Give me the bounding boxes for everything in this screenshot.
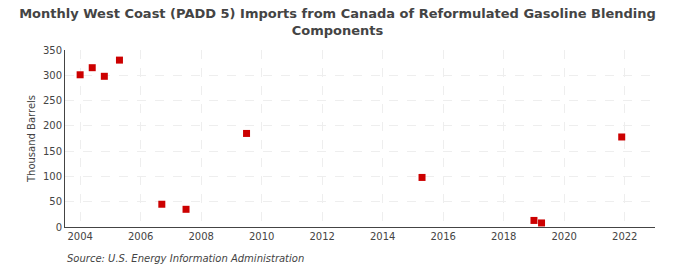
svg-text:300: 300 [43,70,62,81]
svg-text:250: 250 [43,95,62,106]
svg-text:150: 150 [43,146,62,157]
svg-text:2022: 2022 [612,231,637,242]
svg-text:2012: 2012 [309,231,334,242]
svg-text:200: 200 [43,120,62,131]
svg-text:2016: 2016 [430,231,455,242]
svg-text:2004: 2004 [67,231,92,242]
svg-text:350: 350 [43,45,62,56]
svg-text:2010: 2010 [249,231,274,242]
svg-text:100: 100 [43,171,62,182]
svg-text:50: 50 [49,196,62,207]
svg-text:Source: U.S. Energy Informatio: Source: U.S. Energy Information Administ… [67,253,304,264]
svg-text:2018: 2018 [491,231,516,242]
svg-text:2006: 2006 [128,231,153,242]
svg-text:2020: 2020 [552,231,577,242]
svg-text:Monthly West Coast (PADD 5) Im: Monthly West Coast (PADD 5) Imports from… [19,6,656,38]
svg-text:Thousand Barrels: Thousand Barrels [26,95,37,183]
svg-text:2014: 2014 [370,231,395,242]
svg-text:0: 0 [56,222,62,233]
svg-text:2008: 2008 [188,231,213,242]
